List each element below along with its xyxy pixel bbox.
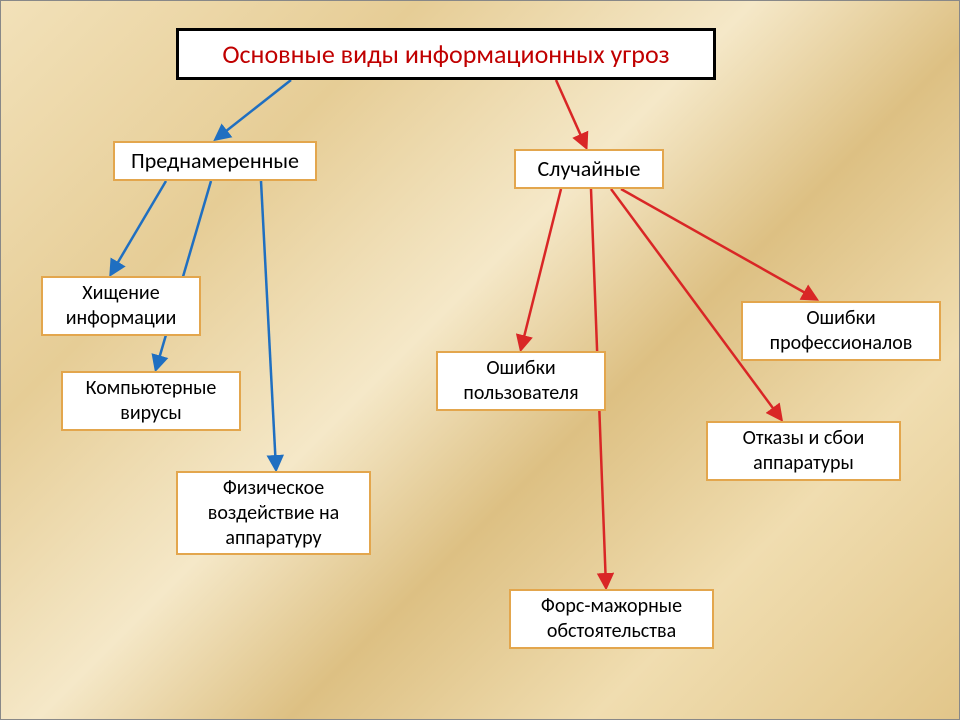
edge-cat1-l2: [156, 181, 211, 369]
edge-cat2-r2: [621, 189, 816, 299]
leaf-viruses: Компьютерные вирусы: [61, 371, 241, 431]
category-accidental: Случайные: [514, 149, 664, 189]
edge-cat1-l1: [111, 181, 166, 274]
leaf-label: Компьютерные вирусы: [77, 376, 225, 426]
category-intentional: Преднамеренные: [113, 141, 317, 181]
leaf-theft: Хищение информации: [41, 276, 201, 336]
leaf-label: Хищение информации: [57, 281, 185, 331]
leaf-pro-errors: Ошибки профессионалов: [741, 301, 941, 361]
category-label: Преднамеренные: [131, 147, 299, 175]
leaf-physical: Физическое воздействие на аппаратуру: [176, 471, 371, 555]
leaf-label: Ошибки профессионалов: [757, 306, 925, 356]
leaf-force-majeure: Форс-мажорные обстоятельства: [509, 589, 714, 649]
leaf-label: Форс-мажорные обстоятельства: [525, 594, 698, 644]
edge-cat1-l3: [261, 181, 276, 469]
diagram-canvas: Основные виды информационных угроз Предн…: [0, 0, 960, 720]
category-label: Случайные: [537, 155, 640, 183]
root-node: Основные виды информационных угроз: [176, 28, 716, 80]
edge-cat2-r1: [521, 189, 561, 349]
leaf-user-errors: Ошибки пользователя: [436, 351, 606, 411]
leaf-label: Физическое воздействие на аппаратуру: [192, 476, 355, 551]
leaf-label: Отказы и сбои аппаратуры: [722, 426, 885, 476]
root-label: Основные виды информационных угроз: [222, 38, 669, 71]
edge-root-cat2: [556, 80, 586, 147]
leaf-label: Ошибки пользователя: [452, 356, 590, 406]
edge-root-cat1: [216, 80, 291, 139]
leaf-hw-failures: Отказы и сбои аппаратуры: [706, 421, 901, 481]
